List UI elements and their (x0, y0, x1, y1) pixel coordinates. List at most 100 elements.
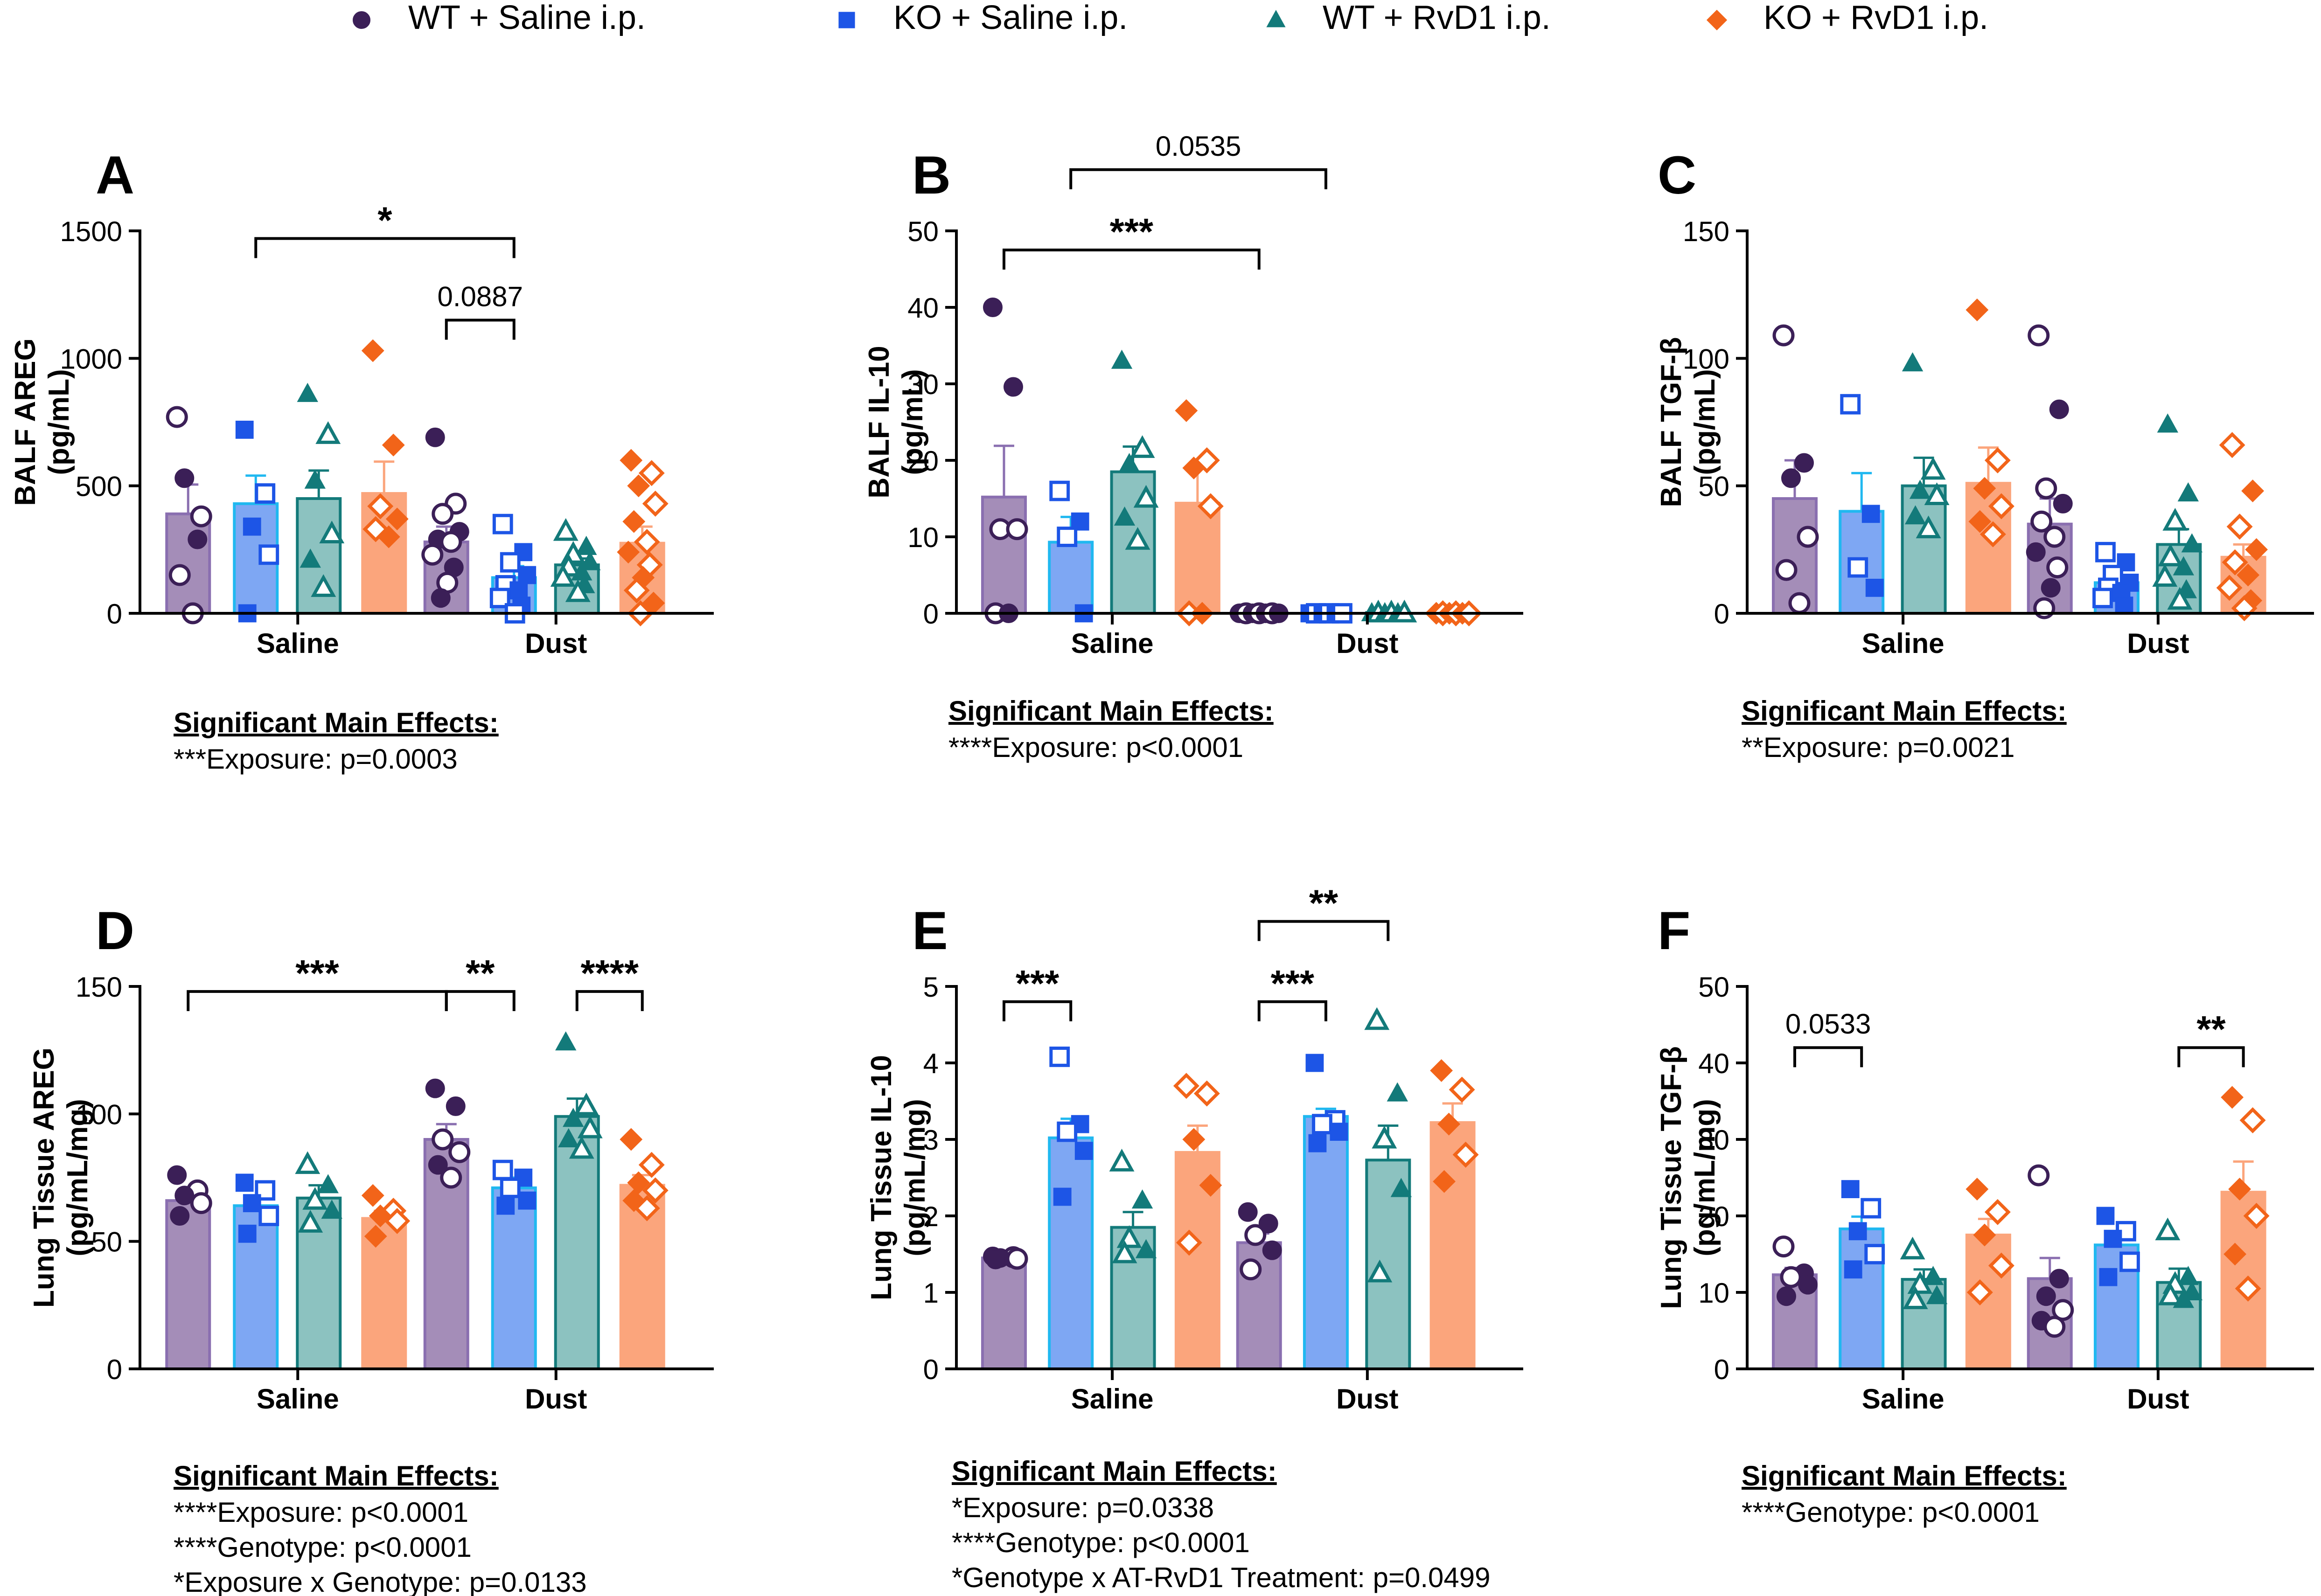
significance-label: *** (1271, 963, 1315, 1004)
data-point (2177, 1266, 2199, 1285)
bar (1174, 501, 1220, 615)
data-point (1449, 1076, 1475, 1103)
data-point (1112, 1240, 1137, 1263)
panel-E: E Lung Tissue IL-10(pg/mL/mg) 0 1 2 3 4 5 Saline… (865, 882, 1523, 1593)
legend-marker (1266, 10, 1286, 28)
y-tick-label: 100 (76, 1099, 122, 1130)
data-point (311, 574, 336, 597)
data-point (2177, 482, 2199, 502)
significance-label: 0.0533 (1785, 1008, 1871, 1040)
data-point (1973, 477, 1996, 500)
panel-label: B (912, 146, 951, 205)
x-tick-label: Saline (1862, 1383, 1945, 1415)
data-point (1900, 1236, 1925, 1260)
data-point (1865, 578, 1884, 597)
data-point (2237, 563, 2260, 587)
significance-bracket (1257, 1000, 1327, 1021)
data-point (1772, 324, 1795, 347)
data-point (2052, 1299, 2074, 1321)
data-point (579, 551, 601, 570)
data-point (565, 579, 591, 602)
data-point (500, 1177, 521, 1198)
data-point (617, 541, 640, 564)
data-point (1133, 485, 1159, 508)
y-tick-label: 100 (1683, 343, 1729, 375)
data-point (2115, 597, 2133, 615)
legend-item: WT + Saline i.p. (353, 0, 646, 36)
data-point (1312, 1114, 1332, 1135)
data-point (1430, 1059, 1453, 1082)
data-point (432, 503, 454, 525)
y-tick-label: 50 (91, 1227, 122, 1258)
y-axis-title-line: (pg/mL) (897, 369, 929, 475)
data-point (492, 513, 513, 534)
y-axis-title-line: (pg/mL/mg) (1689, 1099, 1721, 1256)
data-point (1125, 527, 1150, 550)
data-point (295, 1151, 321, 1174)
data-point (1926, 1285, 1948, 1305)
y-tick-label: 0 (1714, 1354, 1729, 1385)
bar (1303, 1115, 1349, 1371)
data-point (2028, 324, 2050, 347)
y-tick-label: 150 (1683, 216, 1729, 247)
data-point (1176, 1229, 1202, 1256)
data-point (384, 1207, 411, 1234)
y-axis-title: BALF AREG(pg/mL) (9, 338, 75, 506)
data-point (1367, 1259, 1393, 1283)
x-tick-label: Dust (2127, 628, 2189, 659)
data-point (440, 531, 462, 553)
data-point (577, 1115, 603, 1138)
data-point (620, 449, 643, 472)
bar (981, 1256, 1027, 1370)
data-point (1772, 1235, 1795, 1258)
data-point (1131, 1189, 1153, 1209)
data-point (638, 1152, 665, 1178)
y-tick-label: 1500 (60, 216, 122, 247)
data-point (361, 339, 384, 362)
x-tick-label: Dust (525, 1383, 587, 1415)
data-point (1902, 352, 1924, 372)
data-point (1049, 1046, 1070, 1067)
data-point (1129, 435, 1155, 458)
data-point (1182, 456, 1206, 479)
data-point (446, 1096, 466, 1116)
data-point (2222, 549, 2248, 576)
data-point (364, 1225, 387, 1248)
data-point (2043, 526, 2066, 548)
data-point (500, 552, 521, 573)
data-point (1057, 1121, 1078, 1142)
data-point (1966, 298, 1989, 321)
data-point (642, 490, 669, 517)
data-point (2228, 1178, 2251, 1201)
y-tick-label: 0 (923, 1354, 939, 1385)
data-point (243, 1194, 261, 1213)
data-point (382, 433, 405, 457)
significance-label: 0.0535 (1156, 131, 1241, 162)
data-point (2092, 588, 2113, 609)
significance-bracket (187, 990, 448, 1011)
y-tick-label: 50 (1698, 471, 1729, 502)
panel-F: F Lung Tissue TGF-β(pg/mL/mg) 0 10 20 30 40 50 S… (1655, 901, 2314, 1528)
legend-item: KO + Saline i.p. (838, 0, 1128, 36)
y-tick-label: 1000 (60, 343, 122, 375)
data-point (2046, 556, 2069, 579)
data-point (297, 382, 318, 402)
data-point (1798, 1275, 1818, 1295)
y-axis-title-line: (pg/mL/mg) (62, 1099, 94, 1256)
legend-label: WT + Saline i.p. (408, 0, 646, 36)
data-point (258, 1206, 279, 1226)
significance-bracket (254, 237, 516, 258)
significance-bracket (1793, 1046, 1863, 1068)
data-point (622, 510, 646, 533)
data-point (1197, 493, 1224, 520)
data-point (166, 406, 188, 428)
y-tick-label: 150 (76, 971, 122, 1003)
data-point (576, 535, 597, 555)
legend-label: KO + RvD1 i.p. (1763, 0, 1988, 36)
y-axis-title: Lung Tissue AREG(pg/mL/mg) (28, 1048, 94, 1308)
significance-bracket (1002, 1000, 1073, 1021)
effects-title: Significant Main Effects: (1742, 1460, 2067, 1492)
data-point (2049, 399, 2069, 419)
bar (1048, 1136, 1094, 1370)
data-point (1916, 515, 1941, 539)
